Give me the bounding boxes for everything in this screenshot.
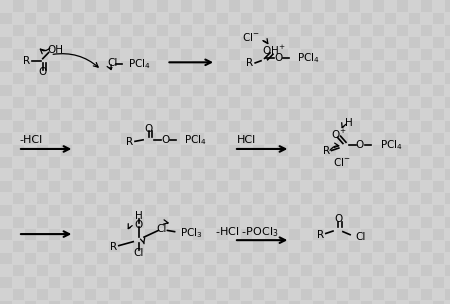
Text: -HCl: -HCl — [19, 135, 42, 145]
Text: O: O — [162, 135, 170, 145]
Text: R: R — [317, 230, 324, 240]
Text: PCl$_4$: PCl$_4$ — [184, 133, 207, 147]
Text: PCl$_4$: PCl$_4$ — [128, 57, 151, 71]
Text: R: R — [126, 137, 133, 147]
Text: R: R — [246, 58, 253, 68]
Text: PCl$_4$: PCl$_4$ — [297, 51, 320, 65]
Text: PCl$_4$: PCl$_4$ — [380, 138, 403, 152]
Text: OH$^{+}$: OH$^{+}$ — [262, 43, 285, 57]
Text: HCl: HCl — [237, 135, 256, 145]
Text: $^{-}$: $^{-}$ — [107, 64, 114, 73]
Text: Cl$^{-}$: Cl$^{-}$ — [243, 31, 260, 43]
Text: O: O — [334, 215, 342, 224]
Text: Cl: Cl — [157, 224, 167, 233]
Text: O: O — [135, 220, 143, 230]
Text: O$^{+}$: O$^{+}$ — [331, 128, 346, 141]
Text: O: O — [144, 124, 153, 134]
Text: O: O — [356, 140, 364, 150]
Text: OH: OH — [47, 45, 63, 54]
Text: O: O — [39, 67, 47, 77]
Text: Cl: Cl — [356, 232, 366, 241]
Text: Cl: Cl — [133, 248, 144, 258]
Text: O: O — [274, 54, 282, 63]
Text: R: R — [22, 56, 30, 66]
Text: Cl$^{-}$: Cl$^{-}$ — [333, 156, 351, 168]
Text: Cl: Cl — [107, 58, 117, 68]
Text: R: R — [323, 147, 330, 156]
Text: R: R — [110, 242, 117, 252]
Text: H: H — [135, 212, 143, 221]
Text: PCl$_3$: PCl$_3$ — [180, 226, 202, 240]
Text: -HCl -POCl$_3$: -HCl -POCl$_3$ — [215, 225, 279, 239]
Text: H: H — [345, 118, 353, 128]
